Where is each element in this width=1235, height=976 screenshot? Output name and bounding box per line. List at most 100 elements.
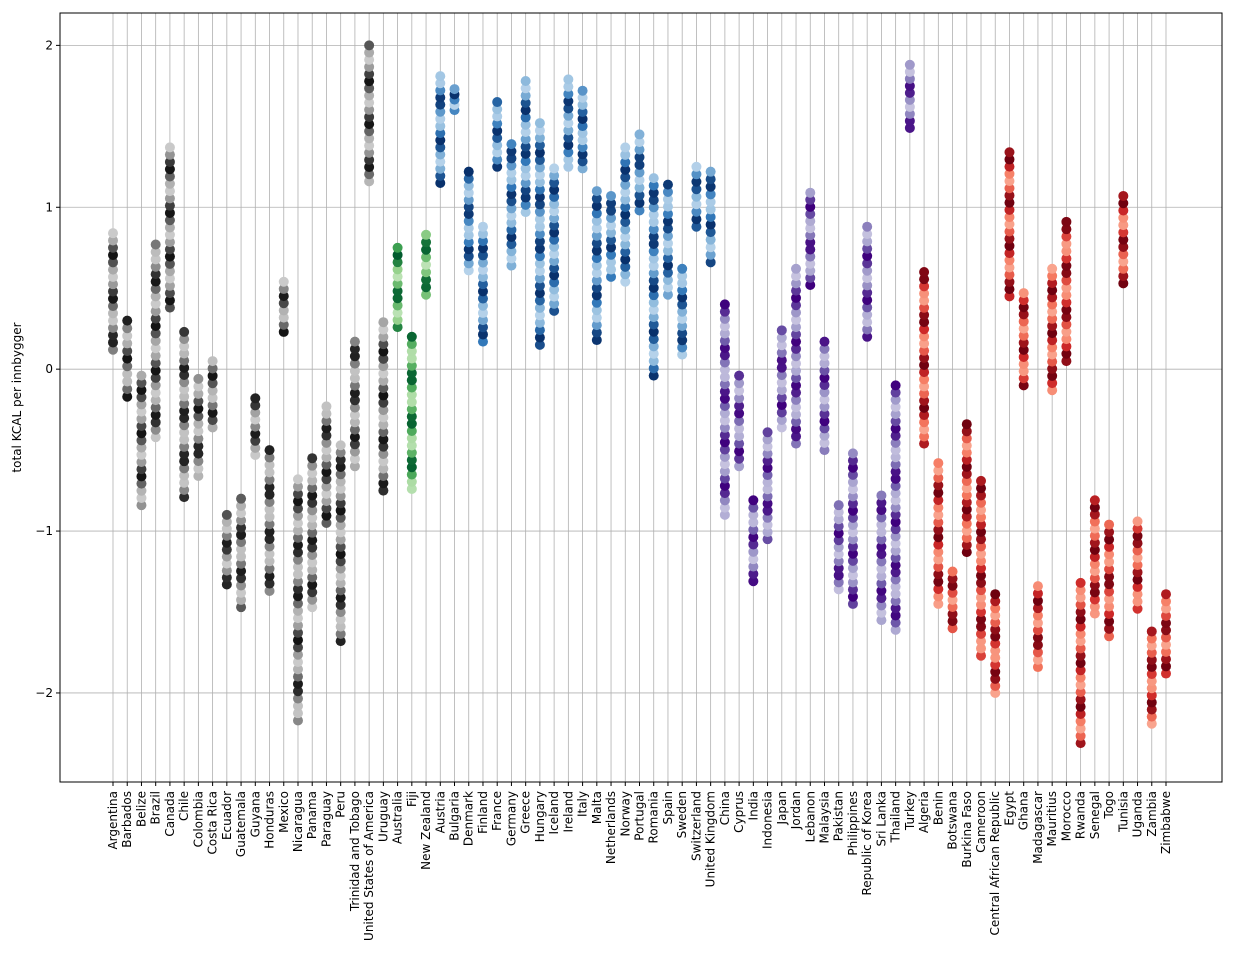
x-tick-label: Japan [775, 791, 789, 825]
data-point [321, 459, 332, 470]
data-point [321, 445, 332, 456]
data-point [648, 231, 659, 242]
data-point [762, 455, 773, 466]
data-point [477, 293, 488, 304]
data-point [1018, 344, 1029, 355]
data-point [1104, 601, 1115, 612]
data-point [919, 331, 930, 342]
data-point [477, 264, 488, 275]
data-point [392, 271, 403, 282]
data-point [1132, 545, 1143, 556]
x-tick-label: Austria [433, 791, 447, 833]
data-point [321, 415, 332, 426]
data-point [477, 221, 488, 232]
data-point [990, 666, 1001, 677]
data-point [847, 448, 858, 459]
data-point [919, 402, 930, 413]
data-point [307, 572, 318, 583]
data-point [378, 331, 389, 342]
data-point [164, 273, 175, 284]
data-point [890, 574, 901, 585]
data-point [406, 389, 417, 400]
data-point [662, 260, 673, 271]
data-point [990, 638, 1001, 649]
data-point [378, 485, 389, 496]
data-point [677, 328, 688, 339]
data-point [179, 492, 190, 503]
data-point [904, 66, 915, 77]
data-point [164, 149, 175, 160]
data-point [435, 156, 446, 167]
data-point [549, 270, 560, 281]
data-point [620, 187, 631, 198]
data-point [734, 400, 745, 411]
data-point [221, 537, 232, 548]
data-point [150, 417, 161, 428]
data-point [734, 408, 745, 419]
data-point [477, 243, 488, 254]
data-point [292, 474, 303, 485]
data-point [1132, 523, 1143, 534]
data-point [776, 422, 787, 433]
data-point [477, 307, 488, 318]
data-point [876, 541, 887, 552]
data-point [534, 332, 545, 343]
data-point [577, 156, 588, 167]
data-point [236, 580, 247, 591]
data-point [890, 524, 901, 535]
data-point [961, 497, 972, 508]
x-tick-label: Ireland [561, 791, 575, 833]
x-tick-label: Algeria [917, 791, 931, 833]
data-point [378, 324, 389, 335]
x-tick-label: Central African Republic [988, 791, 1002, 935]
data-point [534, 302, 545, 313]
data-point [136, 399, 147, 410]
data-point [150, 298, 161, 309]
data-point [961, 547, 972, 558]
data-point [122, 376, 133, 387]
x-tick-label: United States of America [362, 791, 376, 941]
data-point [378, 434, 389, 445]
data-point [1004, 183, 1015, 194]
data-point [463, 258, 474, 269]
data-point [292, 576, 303, 587]
x-tick-label: Philippines [846, 791, 860, 856]
data-point [933, 569, 944, 580]
data-point [961, 476, 972, 487]
data-point [1004, 147, 1015, 158]
data-point [1047, 278, 1058, 289]
data-point [1004, 262, 1015, 273]
data-point [862, 229, 873, 240]
data-point [150, 395, 161, 406]
data-point [919, 381, 930, 392]
data-point [819, 401, 830, 412]
data-point [193, 373, 204, 384]
data-point [691, 169, 702, 180]
data-point [108, 279, 118, 290]
data-point [662, 245, 673, 256]
data-point [435, 177, 446, 188]
data-point [179, 420, 190, 431]
data-point [193, 471, 204, 482]
data-point [179, 341, 190, 352]
data-point [122, 338, 133, 349]
data-point [421, 244, 432, 255]
data-point [378, 441, 389, 452]
data-point [477, 271, 488, 282]
data-point [933, 539, 944, 550]
data-point [563, 110, 574, 121]
data-point [591, 282, 602, 293]
data-point [364, 111, 375, 122]
data-point [506, 203, 517, 214]
data-point [1104, 586, 1115, 597]
data-point [164, 186, 175, 197]
data-point [179, 427, 190, 438]
data-point [108, 330, 118, 341]
data-point [606, 249, 617, 260]
data-point [677, 263, 688, 274]
data-point [890, 610, 901, 621]
data-point [648, 246, 659, 257]
data-point [278, 291, 289, 302]
data-point [364, 69, 375, 80]
data-point [307, 587, 318, 598]
